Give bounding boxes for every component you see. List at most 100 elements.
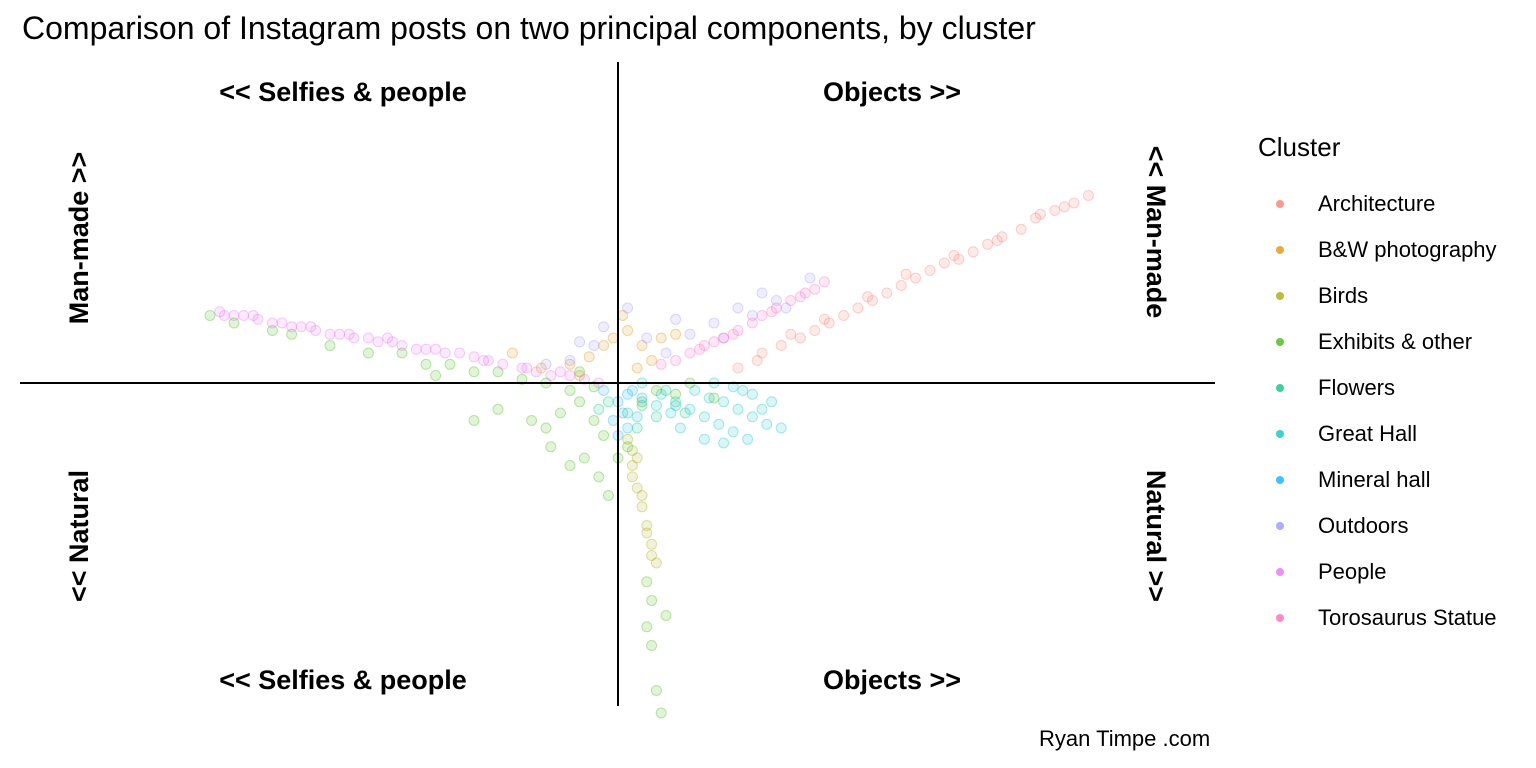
legend-item-mineral-hall: Mineral hall — [1258, 457, 1528, 503]
point-exhibits-other — [641, 621, 653, 633]
point-people — [430, 343, 442, 355]
point-exhibits-other — [578, 452, 590, 464]
point-architecture — [785, 328, 797, 340]
label-right-lower: Natural >> — [1141, 470, 1171, 602]
point-flowers — [670, 400, 682, 411]
point-mineral-hall — [598, 385, 610, 396]
point-torosaurus-statue — [799, 287, 811, 299]
point-exhibits-other — [646, 640, 658, 651]
point-great-hall — [674, 422, 686, 434]
point-great-hall — [665, 407, 677, 419]
point-exhibits-other — [636, 396, 648, 408]
legend-item-outdoors: Outdoors — [1258, 503, 1528, 549]
point-outdoors — [780, 302, 792, 314]
point-people — [343, 328, 355, 340]
point-exhibits-other — [554, 407, 566, 419]
point-architecture — [938, 257, 950, 269]
point-mineral-hall — [631, 411, 643, 423]
point-exhibits-other — [420, 358, 432, 370]
point-outdoors — [756, 287, 768, 299]
label-top-right: Objects >> — [823, 77, 961, 107]
point-outdoors — [684, 328, 696, 340]
label-top-left: << Selfies & people — [219, 77, 467, 107]
point-exhibits-other — [444, 358, 456, 370]
point-outdoors — [574, 336, 586, 348]
point-birds — [636, 490, 648, 501]
point-people — [266, 317, 278, 329]
point-outdoors — [564, 355, 576, 366]
point-exhibits-other — [602, 490, 614, 501]
point-architecture — [818, 313, 830, 325]
legend-key — [1258, 200, 1302, 208]
point-outdoors — [588, 340, 600, 351]
point-mineral-hall — [617, 407, 629, 419]
point-b-w-photography — [607, 332, 619, 344]
point-people — [252, 313, 264, 325]
point-people — [295, 321, 307, 333]
point-birds — [646, 550, 658, 561]
legend: Cluster Architecture B&W photography Birds… — [1258, 132, 1528, 641]
point-great-hall — [756, 403, 768, 415]
point-architecture — [881, 287, 893, 299]
point-exhibits-other — [545, 441, 557, 453]
point-people — [348, 332, 360, 344]
point-people — [247, 310, 259, 321]
point-architecture — [1015, 223, 1027, 235]
point-architecture — [910, 272, 922, 284]
point-mineral-hall — [626, 385, 638, 396]
point-architecture — [1058, 201, 1070, 213]
point-exhibits-other — [641, 576, 653, 588]
legend-label: People — [1318, 559, 1387, 584]
point-people — [482, 355, 494, 366]
point-outdoors — [540, 358, 552, 370]
point-birds — [641, 520, 653, 531]
point-people — [218, 310, 230, 321]
point-exhibits-other — [574, 396, 586, 408]
point-birds — [626, 460, 638, 471]
point-birds — [626, 471, 638, 483]
point-exhibits-other — [526, 415, 538, 426]
point-people — [564, 370, 576, 381]
point-birds — [626, 445, 638, 456]
point-b-w-photography — [631, 362, 643, 374]
point-b-w-photography — [622, 325, 634, 336]
point-torosaurus-statue — [655, 358, 667, 370]
point-architecture — [823, 317, 835, 329]
point-exhibits-other — [468, 366, 480, 378]
point-great-hall — [655, 388, 667, 400]
legend-item-flowers: Flowers — [1258, 365, 1528, 411]
point-birds — [636, 501, 648, 513]
point-exhibits-other — [660, 610, 672, 621]
legend-key — [1258, 384, 1302, 392]
point-exhibits-other — [622, 441, 634, 453]
point-people — [478, 355, 490, 366]
point-outdoors — [622, 302, 634, 314]
point-architecture — [866, 295, 878, 306]
legend-label: Great Hall — [1318, 421, 1418, 446]
legend-label: Torosaurus Statue — [1318, 605, 1497, 630]
point-architecture — [953, 253, 965, 265]
legend-dot-icon — [1276, 476, 1284, 484]
label-right-upper: << Man-made — [1141, 146, 1171, 319]
point-people — [214, 306, 226, 318]
point-architecture — [996, 231, 1008, 243]
point-exhibits-other — [362, 347, 374, 359]
legend-item-great-hall: Great Hall — [1258, 411, 1528, 457]
point-torosaurus-statue — [670, 355, 682, 366]
legend-dot-icon — [1276, 200, 1284, 208]
legend-item-b-w-photography: B&W photography — [1258, 227, 1528, 273]
point-torosaurus-statue — [718, 332, 730, 344]
point-architecture — [756, 347, 768, 359]
legend-key — [1258, 476, 1302, 484]
point-mineral-hall — [607, 415, 619, 426]
point-exhibits-other — [588, 415, 600, 426]
point-great-hall — [698, 433, 710, 445]
legend-label: B&W photography — [1318, 237, 1497, 262]
point-flowers — [593, 403, 605, 415]
legend-title: Cluster — [1258, 132, 1341, 162]
point-exhibits-other — [646, 595, 658, 606]
point-torosaurus-statue — [694, 343, 706, 355]
legend-key — [1258, 614, 1302, 622]
legend-dot-icon — [1276, 384, 1284, 392]
point-exhibits-other — [650, 385, 662, 396]
